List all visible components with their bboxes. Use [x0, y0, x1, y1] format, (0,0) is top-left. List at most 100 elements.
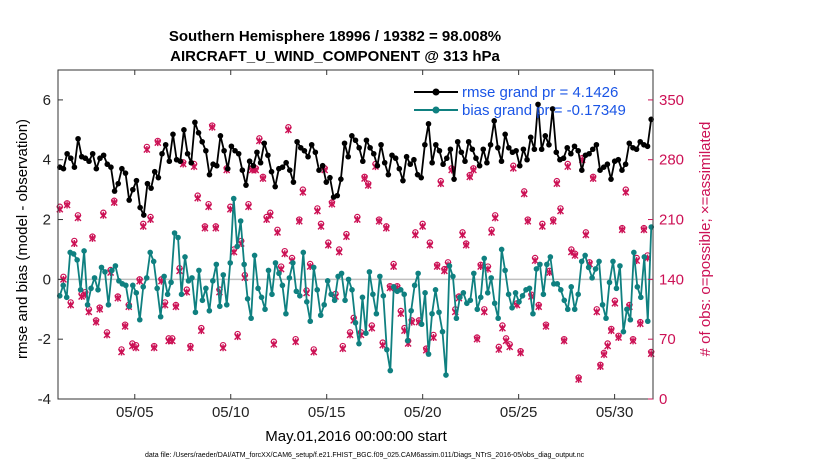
rmse-point: [133, 177, 140, 184]
rmse-point: [115, 180, 122, 187]
bias-point: [63, 294, 70, 301]
obs-assimilated-marker: [284, 126, 292, 134]
bias-point: [537, 261, 543, 268]
y-axis-label-right: # of obs: o=possible; ×=assimilated: [697, 122, 714, 357]
bias-point: [102, 269, 108, 275]
bias-point: [206, 307, 213, 314]
obs-assimilated-marker: [128, 342, 136, 350]
obs-assimilated-marker: [183, 288, 191, 296]
rmse-point: [360, 158, 366, 165]
bias-point: [258, 294, 265, 301]
obs-assimilated-marker: [520, 190, 528, 198]
y-right-tick-label: 0: [659, 391, 667, 408]
bias-point: [241, 261, 247, 268]
obs-assimilated-marker: [186, 344, 194, 352]
bias-point: [216, 303, 223, 310]
obs-assimilated-marker: [339, 345, 347, 353]
obs-assimilated-marker: [205, 203, 213, 211]
obs-assimilated-marker: [270, 340, 278, 348]
bias-point: [74, 257, 80, 263]
obs-assimilated-marker: [255, 137, 263, 145]
rmse-point: [305, 153, 311, 160]
bias-point: [366, 269, 373, 275]
obs-assimilated-marker: [553, 180, 561, 188]
obs-assimilated-marker: [466, 173, 474, 181]
obs-assimilated-marker: [154, 139, 162, 147]
rmse-point: [506, 144, 512, 151]
bias-point: [585, 264, 592, 271]
obs-assimilated-marker: [143, 145, 151, 153]
rmse-point: [356, 144, 362, 151]
rmse-point: [374, 162, 381, 169]
rmse-point: [188, 159, 195, 166]
bias-point: [126, 303, 133, 310]
rmse-point: [162, 141, 169, 148]
obs-assimilated-marker: [618, 226, 626, 234]
rmse-point: [228, 143, 235, 150]
obs-assimilated-marker: [292, 338, 300, 346]
rmse-point: [224, 165, 231, 172]
bias-point: [512, 290, 519, 296]
obs-assimilated-marker: [361, 175, 369, 183]
rmse-point: [166, 158, 173, 165]
bias-point: [297, 293, 303, 299]
obs-assimilated-marker: [502, 337, 510, 345]
bias-point: [338, 270, 345, 277]
bias-point: [530, 310, 536, 317]
obs-assimilated-marker: [622, 188, 630, 196]
obs-assimilated-marker: [114, 294, 122, 302]
bias-point: [262, 306, 268, 313]
obs-assimilated-marker: [575, 375, 583, 383]
obs-assimilated-marker: [63, 201, 71, 209]
rmse-point: [64, 150, 70, 157]
obs-assimilated-marker: [139, 222, 147, 230]
rmse-point: [170, 131, 176, 138]
obs-assimilated-marker: [469, 166, 477, 174]
obs-assimilated-marker: [473, 335, 481, 343]
rmse-point: [352, 137, 359, 144]
obs-assimilated-marker: [459, 231, 467, 239]
obs-assimilated-marker: [560, 337, 568, 345]
legend-bias-marker: [432, 106, 440, 114]
bias-point: [624, 306, 630, 313]
bias-point: [276, 270, 282, 277]
bias-point: [610, 258, 616, 265]
rmse-point: [476, 162, 483, 169]
chart-title-line1: Southern Hemisphere 18996 / 19382 = 98.0…: [169, 28, 501, 45]
bias-point: [411, 282, 418, 289]
rmse-point: [261, 140, 268, 147]
bias-point: [432, 287, 439, 293]
rmse-point: [130, 186, 136, 193]
rmse-point: [381, 159, 388, 166]
bias-point: [171, 230, 178, 236]
bias-point: [620, 328, 627, 335]
rmse-point: [491, 118, 498, 124]
rmse-point: [411, 156, 417, 163]
bias-point: [290, 260, 296, 266]
rmse-point: [279, 164, 286, 171]
bias-point: [641, 254, 648, 260]
rmse-point: [312, 149, 319, 156]
bias-point: [182, 254, 188, 260]
obs-assimilated-marker: [549, 217, 557, 225]
obs-assimilated-marker: [593, 308, 601, 316]
rmse-point: [192, 119, 198, 126]
obs-assimilated-marker: [168, 337, 176, 345]
rmse-point: [396, 165, 403, 172]
rmse-point: [323, 179, 330, 185]
bias-point: [404, 337, 411, 344]
rmse-point: [407, 161, 414, 168]
bias-point: [540, 291, 547, 298]
rmse-point: [425, 121, 432, 127]
bias-point: [349, 287, 355, 293]
y-tick-label: 2: [43, 212, 51, 229]
bias-point: [136, 316, 143, 323]
obs-assimilated-marker: [375, 217, 383, 225]
bias-point: [279, 282, 286, 289]
bias-point: [109, 267, 115, 274]
rmse-point: [520, 146, 527, 153]
rmse-point: [502, 131, 508, 138]
rmse-point: [535, 101, 541, 108]
bias-point: [356, 340, 362, 347]
rmse-point: [367, 144, 373, 151]
